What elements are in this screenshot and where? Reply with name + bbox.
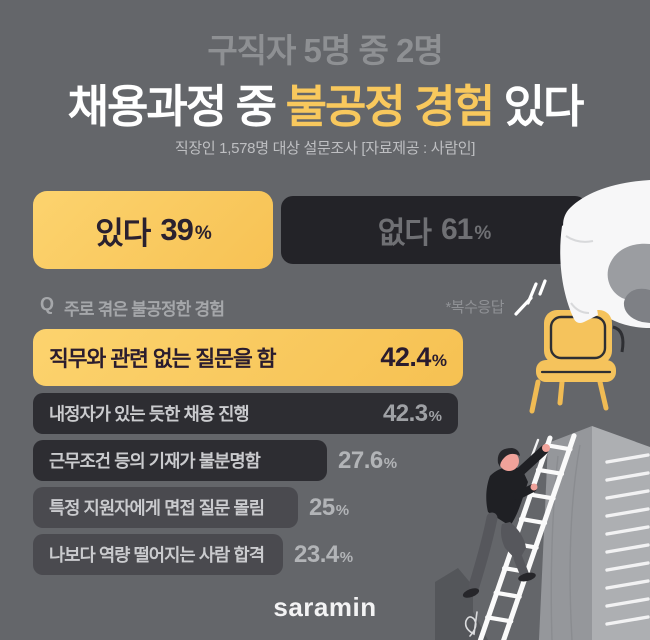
percent-sign: % xyxy=(383,454,398,472)
bar-label: 내정자가 있는 듯한 채용 진행 xyxy=(49,404,250,424)
bar-value: 25% xyxy=(309,493,350,521)
question-q-icon: Q xyxy=(40,294,55,314)
no-label: 없다 xyxy=(377,217,432,250)
answer-split-bar: 없다 61% 있다 39% xyxy=(33,191,587,269)
bar-value: 42.4% xyxy=(380,342,447,372)
yes-value: 39 xyxy=(160,212,193,247)
percent-sign: % xyxy=(335,501,350,519)
bar-value: 23.4% xyxy=(294,540,354,568)
percent-sign: % xyxy=(431,351,447,370)
bar-row-2: 내정자가 있는 듯한 채용 진행 42.3% xyxy=(33,393,458,434)
percent-sign: % xyxy=(339,548,354,566)
survey-subtitle: 직장인 1,578명 대상 설문조사 [자료제공 : 사람인] xyxy=(174,140,476,157)
bar-label: 근무조건 등의 기재가 불분명함 xyxy=(49,451,261,471)
answer-segment-yes: 있다 39% xyxy=(33,191,273,269)
bar-value: 42.3% xyxy=(382,399,442,427)
title-part-white1: 채용과정 중 xyxy=(67,81,286,132)
question-text: 주로 겪은 불공정한 경험 xyxy=(64,300,225,319)
person-illustration xyxy=(462,444,550,598)
answer-segment-no: 없다 61% xyxy=(281,196,587,264)
title-line1: 구직자 5명 중 2명 xyxy=(207,32,443,69)
bar-row-5: 나보다 역량 떨어지는 사람 합격 23.4% xyxy=(33,534,353,575)
bar-row-1: 직무와 관련 없는 질문을 함 42.4% xyxy=(33,329,463,386)
motion-dashes-icon xyxy=(530,438,547,462)
percent-sign: % xyxy=(194,223,212,244)
chair-icon xyxy=(529,310,625,414)
multiple-answer-note: *복수응답 xyxy=(445,299,504,316)
saramin-logo: saramin xyxy=(273,592,377,622)
percent-sign: % xyxy=(428,407,442,425)
bar-row-3: 근무조건 등의 기재가 불분명함 27.6% xyxy=(33,440,397,481)
bar-row-4: 특정 지원자에게 면접 질문 몰림 25% xyxy=(33,487,349,528)
question-row: Q 주로 겪은 불공정한 경험 *복수응답 xyxy=(40,294,600,319)
title-line2: 채용과정 중 불공정 경험 있다 xyxy=(0,70,650,135)
percent-sign: % xyxy=(474,223,491,244)
bar-label: 나보다 역량 떨어지는 사람 합격 xyxy=(49,545,265,565)
title-part-highlight: 불공정 경험 xyxy=(285,81,496,132)
yes-label: 있다 xyxy=(95,215,151,251)
no-value: 61 xyxy=(440,213,473,246)
title-part-white2: 있다 xyxy=(493,81,585,132)
bar-label: 특정 지원자에게 면접 질문 몰림 xyxy=(49,498,265,518)
bar-value: 27.6% xyxy=(338,446,398,474)
bar-label: 직무와 관련 없는 질문을 함 xyxy=(49,347,276,371)
